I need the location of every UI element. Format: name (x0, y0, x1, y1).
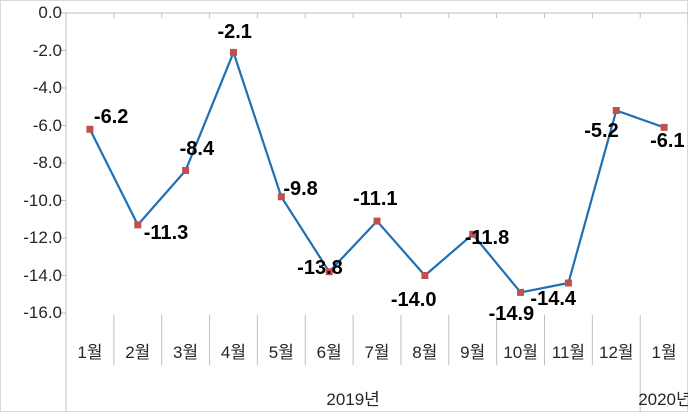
year-group-label: 2020년 (638, 390, 688, 409)
y-tick-label: -8.0 (32, 153, 62, 172)
category-label: 10월 (503, 343, 538, 362)
data-point-marker (612, 107, 620, 114)
y-tick-label: -12.0 (23, 228, 62, 247)
data-point-marker (134, 221, 142, 229)
data-label: -2.1 (217, 21, 252, 44)
category-label: 3월 (173, 343, 199, 362)
data-point-marker (660, 123, 668, 131)
series-line (88, 51, 665, 294)
data-point-marker (373, 217, 381, 225)
data-point-marker (469, 230, 477, 238)
category-label: 2월 (125, 343, 151, 362)
data-point-marker (564, 279, 572, 287)
category-label: 5월 (268, 343, 294, 362)
data-label: -5.2 (584, 119, 619, 142)
category-label: 9월 (460, 343, 486, 362)
data-point-marker (182, 167, 190, 174)
data-point-marker (517, 288, 525, 296)
category-label: 1월 (77, 343, 103, 362)
y-tick-label: -6.0 (32, 115, 62, 135)
category-label: 8월 (412, 343, 438, 362)
data-label: -11.3 (143, 221, 189, 244)
data-label: -14.9 (488, 303, 535, 326)
data-label: -14.4 (530, 288, 577, 310)
data-point-marker (421, 272, 429, 279)
data-label: -9.8 (283, 177, 318, 200)
data-label: -6.2 (93, 106, 129, 129)
category-label: 4월 (220, 343, 247, 362)
y-tick-label: -4.0 (32, 78, 62, 97)
year-group-label: 2019년 (326, 390, 380, 409)
y-tick-label: -10.0 (23, 190, 62, 210)
category-label: 7월 (364, 343, 390, 362)
category-label: 1월 (651, 343, 677, 362)
y-tick-label: -2.0 (32, 40, 62, 60)
data-label: -8.4 (179, 137, 215, 160)
data-point-marker (325, 268, 333, 276)
y-tick-label: -14.0 (23, 265, 62, 285)
data-point-marker (86, 125, 94, 133)
data-point-marker (277, 193, 285, 201)
data-point-marker (229, 48, 237, 56)
data-label: -11.1 (353, 188, 398, 211)
data-label: -6.1 (650, 130, 685, 153)
category-label: 6월 (316, 343, 342, 362)
data-label: -14.0 (390, 288, 437, 311)
y-tick-label: -16.0 (23, 303, 62, 322)
data-label: -11.8 (464, 227, 510, 250)
category-label: 12월 (598, 343, 634, 362)
y-tick-label: 0.0 (38, 3, 62, 22)
category-label: 11월 (551, 343, 586, 362)
data-label: -13.8 (297, 256, 343, 279)
